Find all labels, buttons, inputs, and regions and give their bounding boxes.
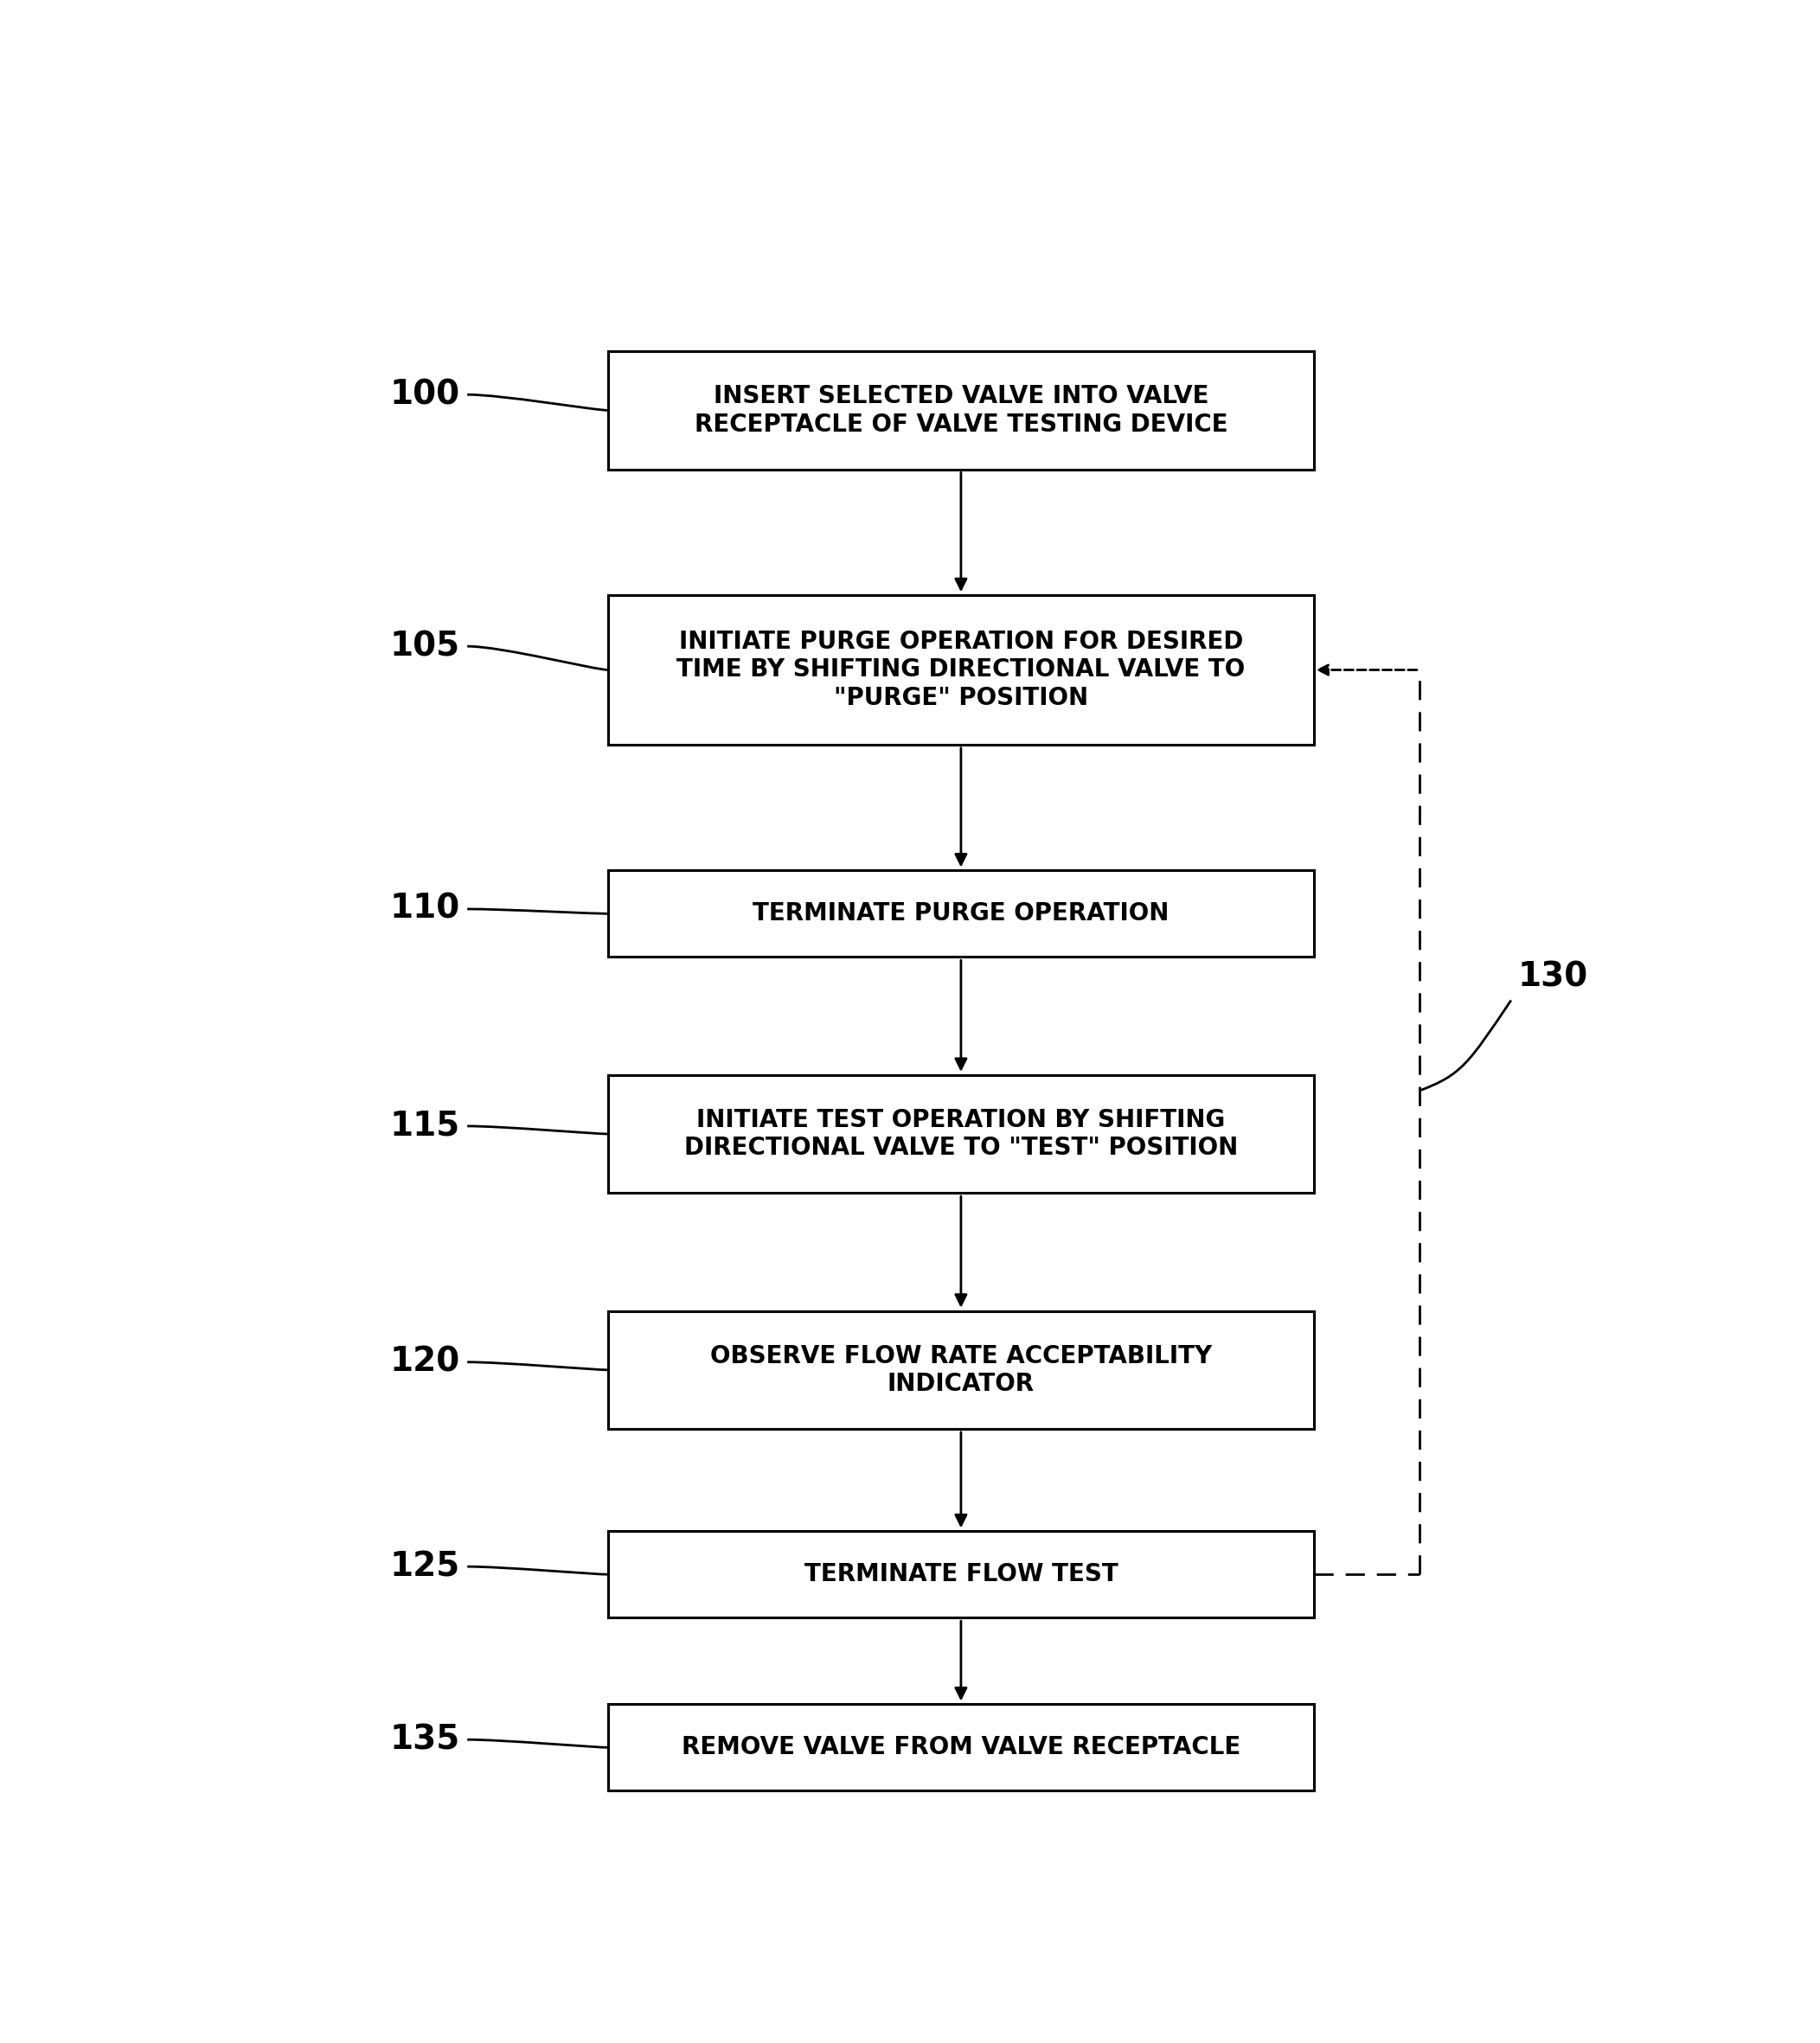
Text: TERMINATE FLOW TEST: TERMINATE FLOW TEST xyxy=(804,1563,1117,1587)
Text: 105: 105 xyxy=(389,629,460,662)
Bar xyxy=(608,1075,1314,1193)
Text: 100: 100 xyxy=(389,378,460,411)
Text: 135: 135 xyxy=(389,1722,460,1757)
Text: INITIATE PURGE OPERATION FOR DESIRED
TIME BY SHIFTING DIRECTIONAL VALVE TO
"PURG: INITIATE PURGE OPERATION FOR DESIRED TIM… xyxy=(677,629,1245,711)
Text: 120: 120 xyxy=(389,1346,460,1379)
Bar xyxy=(608,351,1314,470)
Bar xyxy=(608,870,1314,956)
Text: INSERT SELECTED VALVE INTO VALVE
RECEPTACLE OF VALVE TESTING DEVICE: INSERT SELECTED VALVE INTO VALVE RECEPTA… xyxy=(693,384,1229,437)
Text: REMOVE VALVE FROM VALVE RECEPTACLE: REMOVE VALVE FROM VALVE RECEPTACLE xyxy=(681,1735,1241,1759)
Bar xyxy=(608,1704,1314,1792)
Bar xyxy=(608,1530,1314,1618)
Text: 115: 115 xyxy=(389,1109,460,1142)
Text: 130: 130 xyxy=(1518,960,1589,993)
Text: TERMINATE PURGE OPERATION: TERMINATE PURGE OPERATION xyxy=(753,901,1168,925)
Bar xyxy=(608,595,1314,744)
Text: 110: 110 xyxy=(389,893,460,925)
Text: OBSERVE FLOW RATE ACCEPTABILITY
INDICATOR: OBSERVE FLOW RATE ACCEPTABILITY INDICATO… xyxy=(710,1344,1212,1395)
Bar xyxy=(608,1312,1314,1428)
Text: 125: 125 xyxy=(389,1551,460,1583)
Text: INITIATE TEST OPERATION BY SHIFTING
DIRECTIONAL VALVE TO "TEST" POSITION: INITIATE TEST OPERATION BY SHIFTING DIRE… xyxy=(684,1107,1238,1160)
